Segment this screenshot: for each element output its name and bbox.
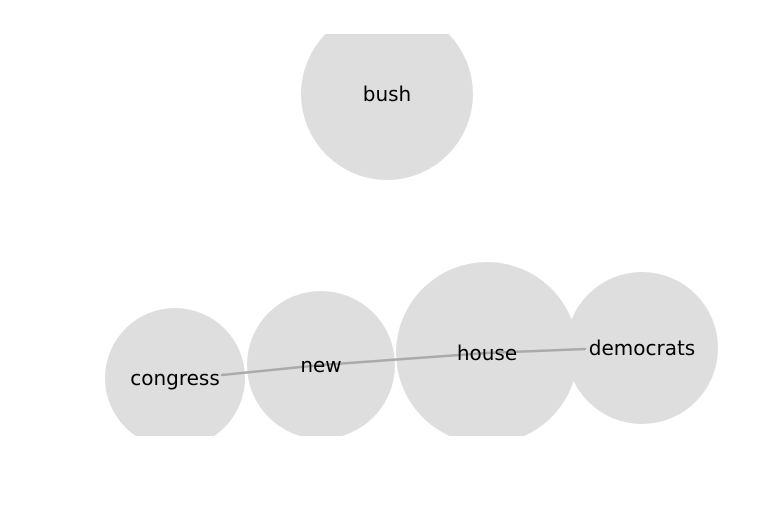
node-label-democrats: democrats: [589, 336, 695, 360]
node-label-house: house: [457, 341, 517, 365]
node-label-bush: bush: [363, 82, 411, 106]
node-label-congress: congress: [130, 366, 220, 390]
node-label-new: new: [300, 353, 341, 377]
